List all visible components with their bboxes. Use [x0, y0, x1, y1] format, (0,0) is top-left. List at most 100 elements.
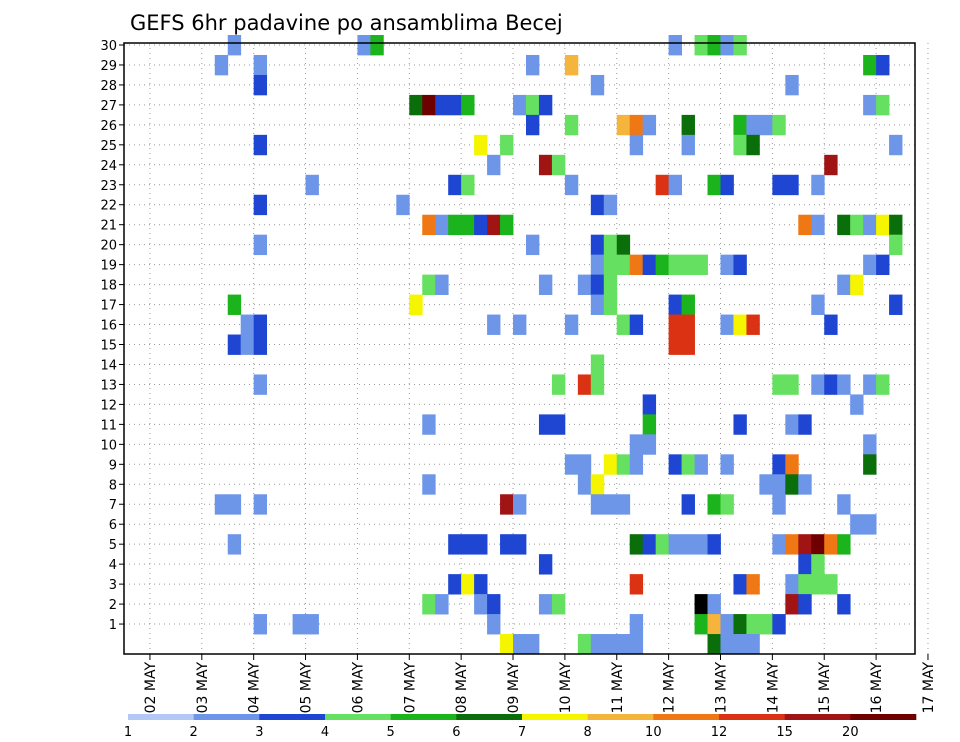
heatmap-cell — [253, 374, 268, 395]
heatmap-cells — [214, 35, 903, 655]
heatmap-cell — [668, 174, 682, 196]
y-tick-label: 13 — [100, 378, 117, 393]
heatmap-cell — [863, 94, 877, 116]
heatmap-cell — [642, 394, 657, 415]
heatmap-cell — [538, 274, 553, 295]
heatmap-cell — [538, 154, 553, 176]
heatmap-cell — [487, 314, 501, 335]
heatmap-cell — [253, 194, 268, 216]
heatmap-cell — [227, 534, 242, 555]
heatmap-cell — [720, 314, 734, 335]
heatmap-cell — [642, 434, 657, 455]
heatmap-cell — [538, 594, 553, 615]
heatmap-cell — [538, 414, 553, 435]
heatmap-cell — [590, 474, 605, 495]
heatmap-cell — [448, 174, 462, 196]
heatmap-cell — [785, 414, 799, 435]
heatmap-cell — [474, 134, 488, 156]
heatmap-cell — [538, 554, 553, 575]
heatmap-cell — [629, 574, 644, 595]
heatmap-cell — [435, 274, 449, 295]
heatmap-cell — [227, 494, 242, 515]
heatmap-cell — [863, 374, 877, 395]
heatmap-cell — [487, 614, 501, 635]
heatmap-cell — [525, 114, 540, 136]
colorbar-label: 3 — [255, 725, 263, 740]
heatmap-cell — [772, 474, 786, 495]
heatmap-cell — [850, 394, 864, 415]
heatmap-cell — [253, 494, 268, 515]
heatmap-cell — [707, 494, 721, 515]
heatmap-cell — [305, 174, 319, 196]
heatmap-cell — [409, 294, 423, 315]
heatmap-cell — [577, 274, 592, 295]
heatmap-cell — [590, 274, 605, 295]
y-tick-label: 1 — [109, 618, 117, 633]
heatmap-cell — [590, 634, 605, 655]
heatmap-cell — [474, 534, 488, 555]
heatmap-cell — [422, 474, 436, 495]
heatmap-cell — [422, 274, 436, 295]
colorbar-swatch — [390, 714, 457, 720]
heatmap-cell — [785, 174, 799, 196]
colorbar-legend: 1 2 3 4 5 6 7 8 10 12 15 20 — [124, 714, 917, 740]
heatmap-cell — [616, 114, 631, 136]
heatmap-cell — [824, 154, 838, 176]
colorbar-label: 2 — [190, 725, 198, 740]
heatmap-cell — [564, 314, 579, 335]
heatmap-cell — [487, 214, 501, 236]
colorbar-swatch — [259, 714, 326, 720]
heatmap-cell — [772, 174, 786, 196]
heatmap-cell — [629, 454, 644, 475]
heatmap-cell — [551, 414, 566, 435]
heatmap-cell — [642, 254, 657, 276]
heatmap-cell — [357, 35, 371, 56]
y-tick-label: 25 — [100, 139, 117, 154]
y-tick-label: 10 — [100, 438, 117, 453]
heatmap-cell — [461, 534, 475, 555]
y-tick-label: 26 — [100, 119, 117, 134]
heatmap-cell — [668, 254, 682, 276]
heatmap-cell — [474, 574, 488, 595]
heatmap-cell — [681, 114, 695, 136]
y-tick-label: 6 — [109, 518, 117, 533]
heatmap-cell — [772, 454, 786, 475]
heatmap-cell — [876, 214, 890, 236]
y-tick-label: 7 — [109, 498, 117, 513]
heatmap-cell — [746, 634, 760, 655]
heatmap-cell — [642, 534, 657, 555]
heatmap-cell — [551, 154, 566, 176]
heatmap-cell — [603, 274, 618, 295]
heatmap-cell — [707, 614, 721, 635]
x-tick-label: 04 MAY — [247, 662, 263, 714]
heatmap-cell — [889, 214, 903, 236]
y-tick-label: 15 — [100, 339, 117, 354]
y-tick-label: 8 — [109, 478, 117, 493]
heatmap-cell — [590, 354, 605, 375]
y-axis: 1234567891011121314151617181920212223242… — [100, 39, 124, 633]
heatmap-cell — [811, 214, 825, 236]
heatmap-cell — [889, 234, 903, 256]
heatmap-cell — [448, 214, 462, 236]
y-tick-label: 18 — [100, 279, 117, 294]
heatmap-cell — [811, 174, 825, 196]
heatmap-cell — [603, 254, 618, 276]
heatmap-cell — [733, 314, 747, 335]
heatmap-cell — [798, 594, 812, 615]
heatmap-cell — [564, 114, 579, 136]
y-tick-label: 4 — [109, 558, 117, 573]
heatmap-cell — [422, 94, 436, 116]
heatmap-cell — [876, 94, 890, 116]
heatmap-cell — [513, 494, 527, 515]
x-tick-label: 05 MAY — [299, 662, 315, 714]
heatmap-cell — [538, 94, 553, 116]
y-tick-label: 11 — [100, 418, 117, 433]
heatmap-cell — [435, 214, 449, 236]
heatmap-cell — [746, 134, 760, 156]
heatmap-cell — [461, 174, 475, 196]
heatmap-cell — [759, 474, 773, 495]
heatmap-cell — [227, 334, 242, 355]
heatmap-cell — [461, 574, 475, 595]
heatmap-cell — [733, 134, 747, 156]
